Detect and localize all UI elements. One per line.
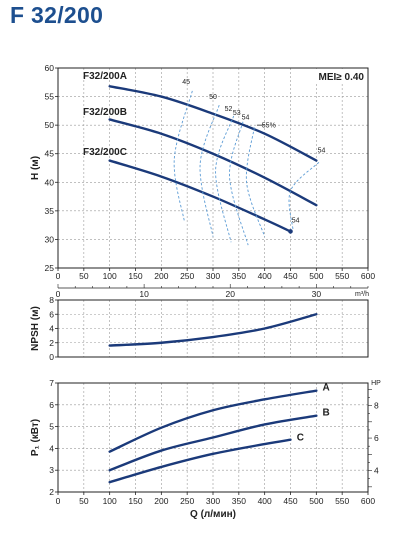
head-x2-unit: m³/h [355, 291, 369, 298]
efficiency-label: 55% [262, 122, 276, 129]
head-x2-tick-label: 30 [312, 289, 322, 299]
power-y2-tick-label: 8 [374, 401, 379, 411]
power-curve-label-a: A [323, 382, 330, 393]
power-series-line [108, 389, 318, 453]
efficiency-curve [288, 161, 320, 231]
head-x-tick-label: 350 [232, 271, 246, 281]
efficiency-label: 45 [182, 79, 190, 86]
npsh-y-tick-label: 2 [49, 338, 54, 348]
power-x-tick-label: 150 [128, 496, 142, 506]
head-x-tick-label: 450 [283, 271, 297, 281]
power-y-tick-label: 3 [49, 465, 54, 475]
efficiency-label: 53 [233, 110, 241, 117]
power-x-tick-label: 450 [283, 496, 297, 506]
head-x-tick-label: 600 [361, 271, 375, 281]
head-y-tick-label: 45 [45, 149, 55, 159]
head-y-tick-label: 30 [45, 234, 55, 244]
head-series-line [108, 85, 318, 162]
power-curve-label-b: B [323, 408, 330, 419]
power-curve-label-c: C [297, 433, 304, 444]
power-y-tick-label: 4 [49, 443, 54, 453]
efficiency-label: 54 [292, 217, 300, 224]
curve-label-c: F32/200C [83, 147, 127, 158]
head-y-tick-label: 35 [45, 206, 55, 216]
curve-label-a: F32/200A [83, 71, 127, 82]
head-x2-tick-label: 0 [56, 289, 61, 299]
head-x2-tick-label: 10 [139, 289, 149, 299]
power-y-tick-label: 6 [49, 400, 54, 410]
power-x-tick-label: 50 [79, 496, 89, 506]
npsh-y-tick-label: 6 [49, 309, 54, 319]
page-title: F 32/200 [10, 2, 104, 28]
power-x-label: Q (л/мин) [190, 509, 236, 520]
efficiency-curve [173, 90, 193, 223]
curve-label-b: F32/200B [83, 107, 127, 118]
npsh-series-line [108, 313, 318, 347]
mei-box [294, 69, 367, 84]
head-series-line [108, 118, 318, 207]
npsh-frame [57, 299, 369, 358]
efficiency-curve [245, 127, 266, 237]
power-x-tick-label: 400 [258, 496, 272, 506]
head-x-tick-label: 0 [56, 271, 61, 281]
head-x2-tick-label: 20 [225, 289, 235, 299]
efficiency-curve [229, 121, 249, 246]
head-series-line [108, 159, 292, 233]
head-x-tick-label: 550 [335, 271, 349, 281]
head-y-tick-label: 50 [45, 120, 55, 130]
npsh-y-tick-label: 4 [49, 324, 54, 334]
efficiency-label: 54 [242, 114, 250, 121]
power-x-tick-label: 100 [103, 496, 117, 506]
head-y-tick-label: 60 [45, 63, 55, 73]
npsh-y-tick-label: 0 [49, 352, 54, 362]
efficiency-label: 54 [318, 148, 326, 155]
power-series-line [108, 438, 292, 484]
power-x-tick-label: 200 [154, 496, 168, 506]
head-y-tick-label: 40 [45, 177, 55, 187]
head-x-tick-label: 50 [79, 271, 89, 281]
head-x-tick-label: 400 [258, 271, 272, 281]
head-y-label: H (м) [30, 156, 41, 180]
power-y2-unit: HP [371, 380, 381, 387]
head-y-tick-label: 55 [45, 92, 55, 102]
npsh-y-label: NPSH (м) [30, 306, 41, 351]
efficiency-curve [199, 105, 220, 237]
head-x-tick-label: 300 [206, 271, 220, 281]
power-series-line [108, 414, 318, 472]
head-y-tick-label: 25 [45, 263, 55, 273]
efficiency-curve [215, 115, 235, 243]
efficiency-label: 50 [209, 94, 217, 101]
head-x-tick-label: 500 [309, 271, 323, 281]
power-x-tick-label: 300 [206, 496, 220, 506]
head-x-tick-label: 150 [128, 271, 142, 281]
power-y-tick-label: 2 [49, 487, 54, 497]
power-x-tick-label: 250 [180, 496, 194, 506]
head-end-marker [288, 229, 293, 234]
power-y-label: P₁ (кВт) [30, 419, 41, 456]
power-x-tick-label: 0 [56, 496, 61, 506]
power-y2-tick-label: 4 [374, 466, 379, 476]
power-y2-tick-label: 6 [374, 433, 379, 443]
head-x-tick-label: 100 [103, 271, 117, 281]
efficiency-label: 52 [225, 106, 233, 113]
power-y-tick-label: 5 [49, 422, 54, 432]
power-x-tick-label: 500 [309, 496, 323, 506]
power-x-tick-label: 550 [335, 496, 349, 506]
head-x-tick-label: 250 [180, 271, 194, 281]
mei-label: MEI≥ 0.40 [318, 72, 364, 83]
power-x-tick-label: 350 [232, 496, 246, 506]
head-x-tick-label: 200 [154, 271, 168, 281]
power-y-tick-label: 7 [49, 378, 54, 388]
npsh-y-tick-label: 8 [49, 295, 54, 305]
power-x-tick-label: 600 [361, 496, 375, 506]
